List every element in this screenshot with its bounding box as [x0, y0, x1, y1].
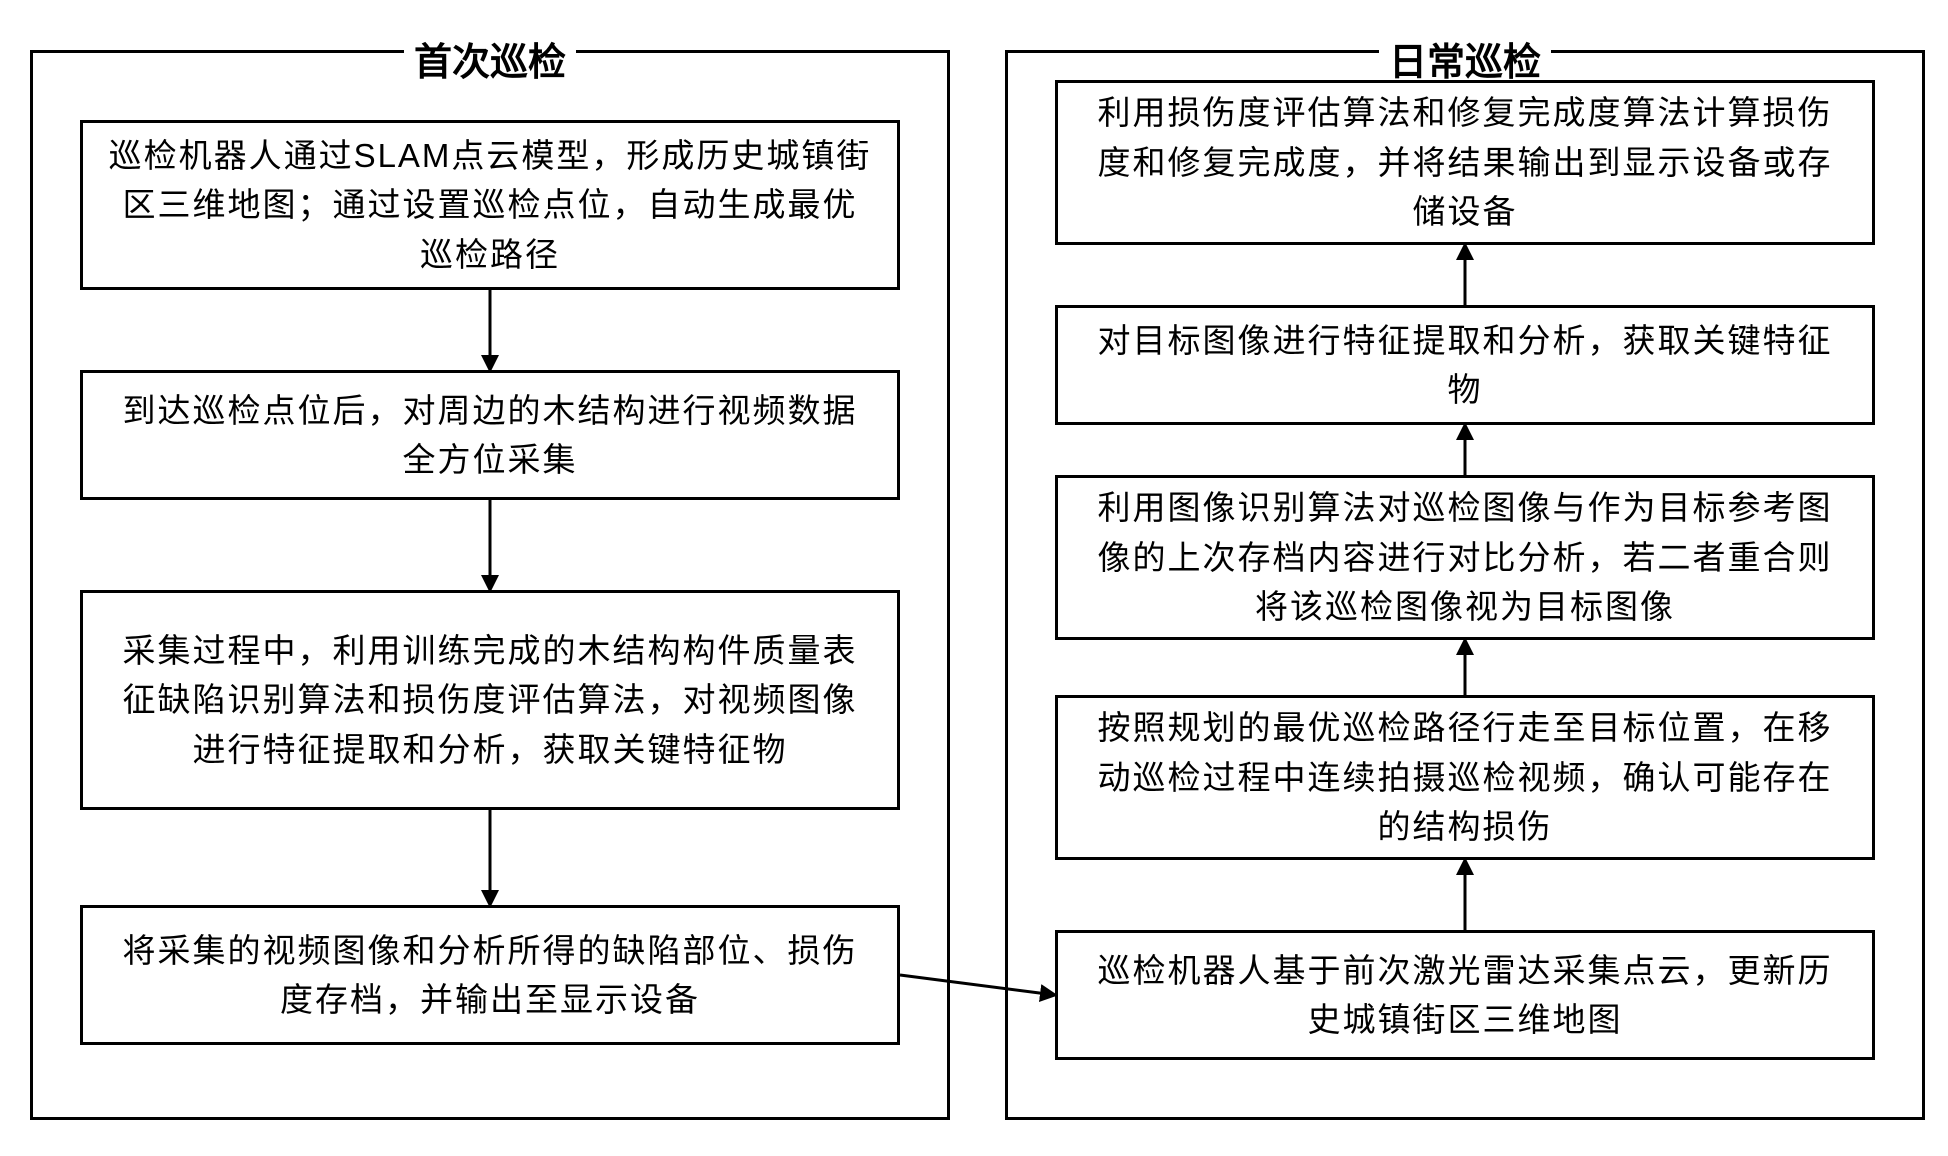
node-R5-text: 巡检机器人基于前次激光雷达采集点云，更新历史城镇街区三维地图	[1082, 946, 1848, 1045]
node-L4-text: 将采集的视频图像和分析所得的缺陷部位、损伤度存档，并输出至显示设备	[107, 926, 873, 1025]
node-R5: 巡检机器人基于前次激光雷达采集点云，更新历史城镇街区三维地图	[1055, 930, 1875, 1060]
node-R1: 利用损伤度评估算法和修复完成度算法计算损伤度和修复完成度，并将结果输出到显示设备…	[1055, 80, 1875, 245]
panel-right-title: 日常巡检	[1379, 31, 1551, 86]
node-R3-text: 利用图像识别算法对巡检图像与作为目标参考图像的上次存档内容进行对比分析，若二者重…	[1082, 483, 1848, 632]
node-R1-text: 利用损伤度评估算法和修复完成度算法计算损伤度和修复完成度，并将结果输出到显示设备…	[1082, 88, 1848, 237]
node-L2: 到达巡检点位后，对周边的木结构进行视频数据全方位采集	[80, 370, 900, 500]
flowchart-canvas: 首次巡检 日常巡检 巡检机器人通过SLAM点云模型，形成历史城镇街区三维地图；通…	[20, 20, 1928, 1136]
node-L1-text: 巡检机器人通过SLAM点云模型，形成历史城镇街区三维地图；通过设置巡检点位，自动…	[107, 131, 873, 280]
node-L2-text: 到达巡检点位后，对周边的木结构进行视频数据全方位采集	[107, 386, 873, 485]
node-R4: 按照规划的最优巡检路径行走至目标位置，在移动巡检过程中连续拍摄巡检视频，确认可能…	[1055, 695, 1875, 860]
node-L3: 采集过程中，利用训练完成的木结构构件质量表征缺陷识别算法和损伤度评估算法，对视频…	[80, 590, 900, 810]
node-L4: 将采集的视频图像和分析所得的缺陷部位、损伤度存档，并输出至显示设备	[80, 905, 900, 1045]
node-L1: 巡检机器人通过SLAM点云模型，形成历史城镇街区三维地图；通过设置巡检点位，自动…	[80, 120, 900, 290]
node-R2-text: 对目标图像进行特征提取和分析，获取关键特征物	[1082, 316, 1848, 415]
node-L3-text: 采集过程中，利用训练完成的木结构构件质量表征缺陷识别算法和损伤度评估算法，对视频…	[107, 626, 873, 775]
node-R4-text: 按照规划的最优巡检路径行走至目标位置，在移动巡检过程中连续拍摄巡检视频，确认可能…	[1082, 703, 1848, 852]
node-R2: 对目标图像进行特征提取和分析，获取关键特征物	[1055, 305, 1875, 425]
node-R3: 利用图像识别算法对巡检图像与作为目标参考图像的上次存档内容进行对比分析，若二者重…	[1055, 475, 1875, 640]
panel-left-title: 首次巡检	[404, 31, 576, 86]
